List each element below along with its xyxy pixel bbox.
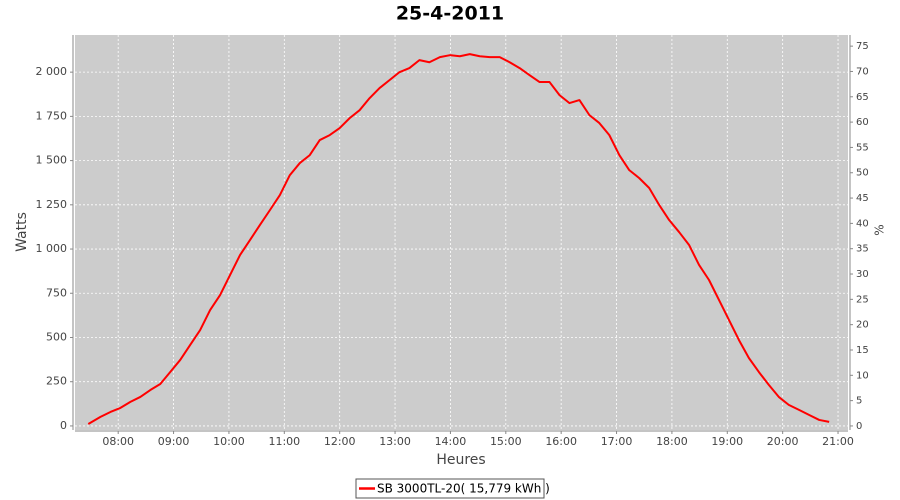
data-line: [87, 53, 830, 425]
y2-tick-label: 55: [856, 142, 869, 153]
y-tick-label: 1 500: [36, 154, 68, 167]
y2-tick-label: 25: [856, 294, 869, 305]
y2-tick-label: 0: [856, 421, 862, 432]
y2-tick-label: 45: [856, 193, 869, 204]
y2-tick-label: 75: [856, 41, 869, 52]
x-tick-label: 10:00: [213, 435, 245, 448]
y2-tick-label: 15: [856, 345, 869, 356]
plot-area: [75, 35, 848, 430]
x-tick-label: 17:00: [601, 435, 633, 448]
y2-tick-label: 30: [856, 269, 869, 280]
x-tick-label: 14:00: [435, 435, 467, 448]
y-axis-label: Watts: [14, 212, 30, 252]
y-tick-label: 2 000: [36, 65, 68, 78]
y2-tick-label: 10: [856, 370, 869, 381]
y-tick-label: 750: [46, 286, 67, 299]
y-tick-label: 0: [60, 419, 67, 432]
y-tick-label: 1 250: [36, 198, 68, 211]
x-tick-label: 20:00: [767, 435, 799, 448]
y2-tick-label: 40: [856, 218, 869, 229]
y2-tick-label: 5: [856, 396, 862, 407]
x-tick-label: 08:00: [102, 435, 134, 448]
y-tick-label: 500: [46, 330, 67, 343]
x-tick-label: 21:00: [822, 435, 854, 448]
y2-tick-label: 65: [856, 92, 869, 103]
chart-title: 25-4-2011: [396, 3, 504, 25]
y-tick-label: 1 000: [36, 242, 68, 255]
y2-axis-label: %: [873, 224, 887, 235]
y-tick-label: 250: [46, 375, 67, 388]
legend-label: SB 3000TL-20( 15,779 kWh ): [377, 482, 550, 496]
x-tick-label: 11:00: [268, 435, 300, 448]
x-tick-label: 12:00: [324, 435, 356, 448]
y2-tick-label: 20: [856, 320, 869, 331]
x-tick-label: 13:00: [379, 435, 411, 448]
y2-tick-label: 60: [856, 117, 869, 128]
y-tick-label: 1 750: [36, 109, 68, 122]
x-tick-label: 09:00: [158, 435, 190, 448]
y2-tick-label: 50: [856, 168, 869, 179]
x-tick-label: 16:00: [545, 435, 577, 448]
legend-box: [355, 478, 545, 499]
legend: SB 3000TL-20( 15,779 kWh ): [355, 478, 550, 499]
x-axis-label: Heures: [436, 452, 485, 468]
x-tick-label: 18:00: [656, 435, 688, 448]
x-tick-label: 19:00: [711, 435, 743, 448]
x-tick-label: 15:00: [490, 435, 522, 448]
y2-tick-label: 35: [856, 244, 869, 255]
y2-tick-label: 70: [856, 66, 869, 77]
